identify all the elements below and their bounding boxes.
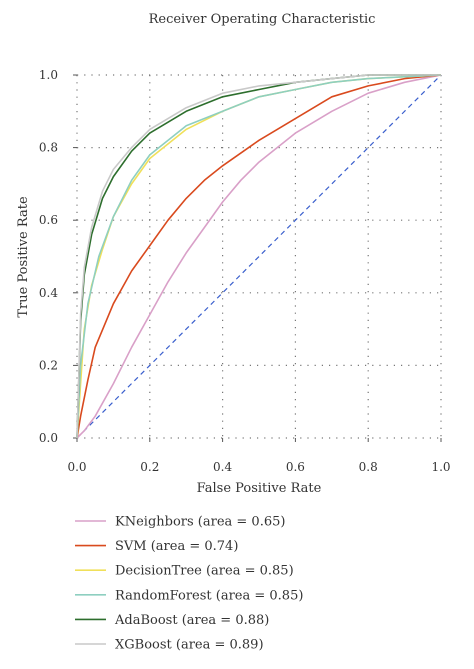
x-tick-labels: 0.0 0.2 0.4 0.6 0.8 1.0 <box>67 460 450 474</box>
plot-frame <box>73 74 442 442</box>
y-tick-label: 0.8 <box>39 141 58 155</box>
series-line-3 <box>76 74 442 439</box>
chart-title: Receiver Operating Characteristic <box>149 12 376 27</box>
x-tick-label: 0.0 <box>67 460 86 474</box>
x-tick-label: 0.4 <box>213 460 232 474</box>
y-tick-label: 0.6 <box>39 213 58 227</box>
y-tick-label: 0.0 <box>39 431 58 445</box>
series-line-0 <box>76 74 442 439</box>
x-axis-label: False Positive Rate <box>197 481 322 496</box>
x-tick-label: 0.2 <box>140 460 159 474</box>
series-lines <box>76 74 442 439</box>
y-tick-label: 0.2 <box>39 358 58 372</box>
legend-label: SVM (area = 0.74) <box>115 539 238 554</box>
legend-label: RandomForest (area = 0.85) <box>115 588 303 603</box>
legend-label: XGBoost (area = 0.89) <box>115 638 264 653</box>
chance-diagonal <box>76 74 442 439</box>
y-tick-labels: 0.0 0.2 0.4 0.6 0.8 1.0 <box>39 68 58 445</box>
x-tick-label: 0.8 <box>359 460 378 474</box>
y-tick-label: 0.4 <box>39 286 58 300</box>
legend-label: AdaBoost (area = 0.88) <box>114 613 269 628</box>
legend: KNeighbors (area = 0.65) SVM (area = 0.74… <box>75 515 303 653</box>
legend-label: DecisionTree (area = 0.85) <box>115 564 294 579</box>
series-line-1 <box>76 74 442 439</box>
y-tick-label: 1.0 <box>39 68 58 82</box>
x-tick-label: 1.0 <box>431 460 450 474</box>
x-tick-label: 0.6 <box>286 460 305 474</box>
y-axis-label: True Positive Rate <box>16 196 31 318</box>
legend-label: KNeighbors (area = 0.65) <box>115 515 285 530</box>
series-line-5 <box>76 74 441 439</box>
